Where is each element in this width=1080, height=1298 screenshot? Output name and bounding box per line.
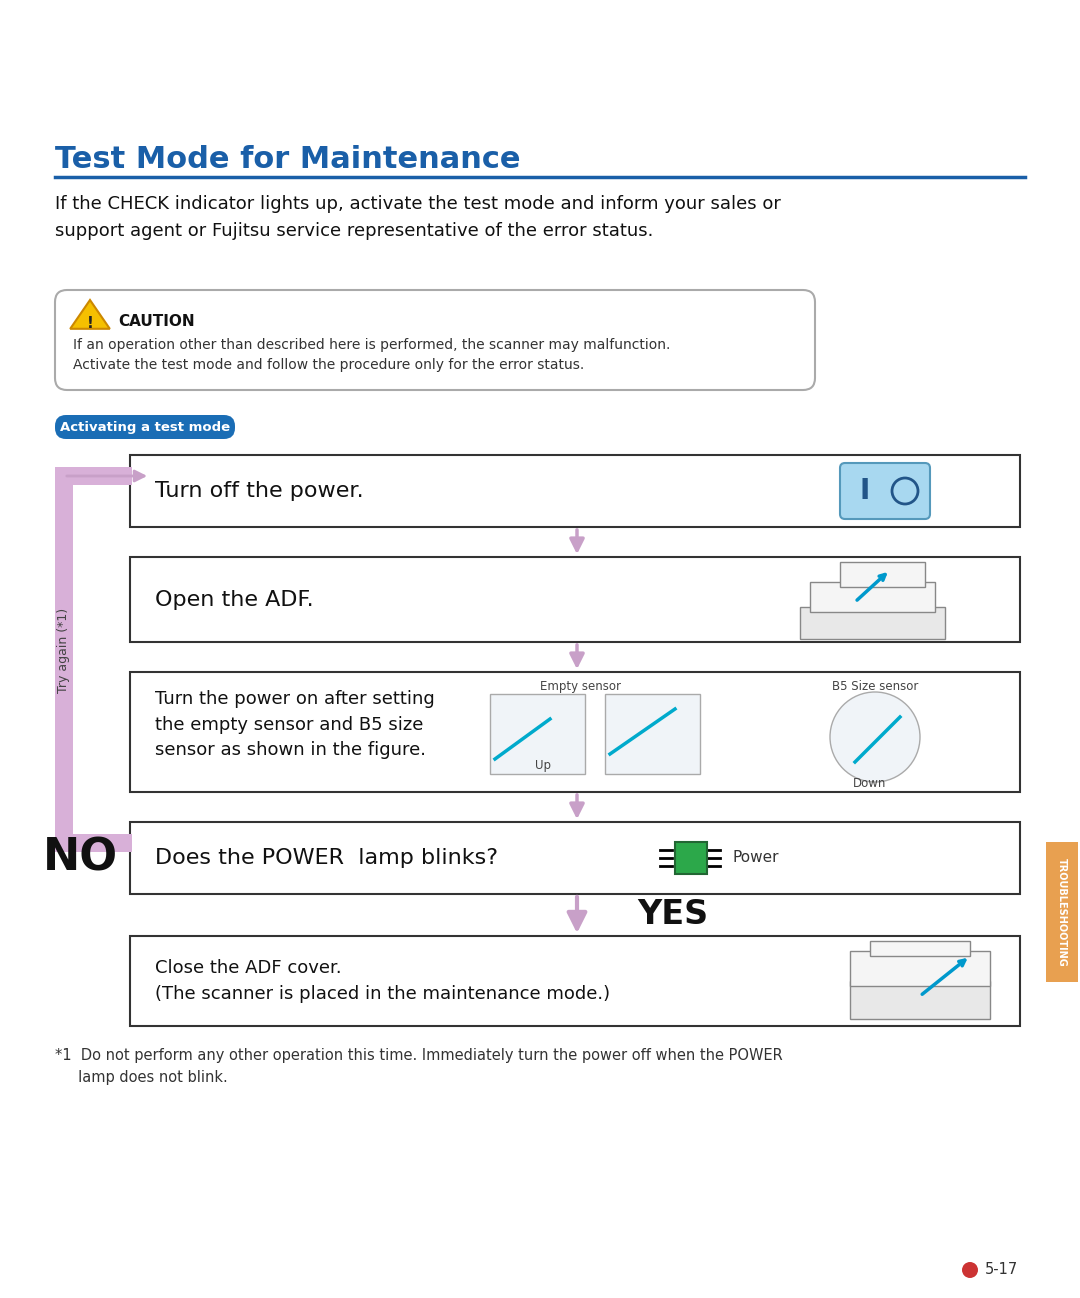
Bar: [55, 467, 132, 485]
Text: If an operation other than described here is performed, the scanner may malfunct: If an operation other than described her…: [73, 337, 671, 373]
Text: TROUBLESHOOTING: TROUBLESHOOTING: [1057, 858, 1067, 967]
Polygon shape: [70, 300, 110, 328]
FancyBboxPatch shape: [55, 415, 235, 439]
Bar: [490, 694, 585, 774]
Bar: [840, 562, 924, 587]
FancyBboxPatch shape: [840, 463, 930, 519]
FancyArrowPatch shape: [67, 471, 144, 482]
Bar: [870, 941, 970, 957]
Text: I: I: [860, 476, 870, 505]
Text: CAUTION: CAUTION: [118, 314, 194, 328]
FancyBboxPatch shape: [55, 289, 815, 389]
Circle shape: [831, 692, 920, 781]
Bar: [55, 467, 73, 835]
Bar: [130, 822, 1020, 894]
Text: Down: Down: [853, 778, 887, 790]
Circle shape: [962, 1262, 978, 1279]
Text: Power: Power: [732, 850, 779, 866]
Text: YES: YES: [637, 898, 708, 932]
Text: !: !: [86, 315, 94, 331]
Text: Close the ADF cover.
(The scanner is placed in the maintenance mode.): Close the ADF cover. (The scanner is pla…: [156, 959, 610, 1003]
Text: Up: Up: [535, 759, 551, 772]
FancyArrowPatch shape: [571, 645, 583, 666]
Bar: [130, 936, 1020, 1025]
Bar: [1047, 842, 1078, 983]
Bar: [810, 582, 935, 611]
Bar: [130, 557, 1020, 643]
Text: *1  Do not perform any other operation this time. Immediately turn the power off: *1 Do not perform any other operation th…: [55, 1047, 783, 1085]
Bar: [55, 835, 132, 851]
Bar: [130, 672, 1020, 792]
Text: Activating a test mode: Activating a test mode: [59, 421, 230, 434]
Text: 5-17: 5-17: [985, 1263, 1018, 1277]
Bar: [675, 842, 707, 874]
Text: Empty sensor: Empty sensor: [540, 680, 621, 693]
FancyArrowPatch shape: [571, 530, 583, 550]
Text: Does the POWER  lamp blinks?: Does the POWER lamp blinks?: [156, 848, 498, 868]
Text: Try again (*1): Try again (*1): [57, 607, 70, 693]
Bar: [130, 456, 1020, 527]
Text: Turn the power on after setting
the empty sensor and B5 size
sensor as shown in : Turn the power on after setting the empt…: [156, 691, 435, 759]
Bar: [800, 607, 945, 639]
Text: B5 Size sensor: B5 Size sensor: [832, 680, 918, 693]
Bar: [850, 981, 990, 1019]
Text: Open the ADF.: Open the ADF.: [156, 589, 313, 610]
Text: Test Mode for Maintenance: Test Mode for Maintenance: [55, 145, 521, 174]
Bar: [850, 951, 990, 986]
Text: NO: NO: [42, 836, 118, 880]
Text: If the CHECK indicator lights up, activate the test mode and inform your sales o: If the CHECK indicator lights up, activa…: [55, 195, 781, 240]
Bar: [605, 694, 700, 774]
Circle shape: [892, 478, 918, 504]
Text: Turn off the power.: Turn off the power.: [156, 482, 364, 501]
FancyArrowPatch shape: [571, 794, 583, 815]
